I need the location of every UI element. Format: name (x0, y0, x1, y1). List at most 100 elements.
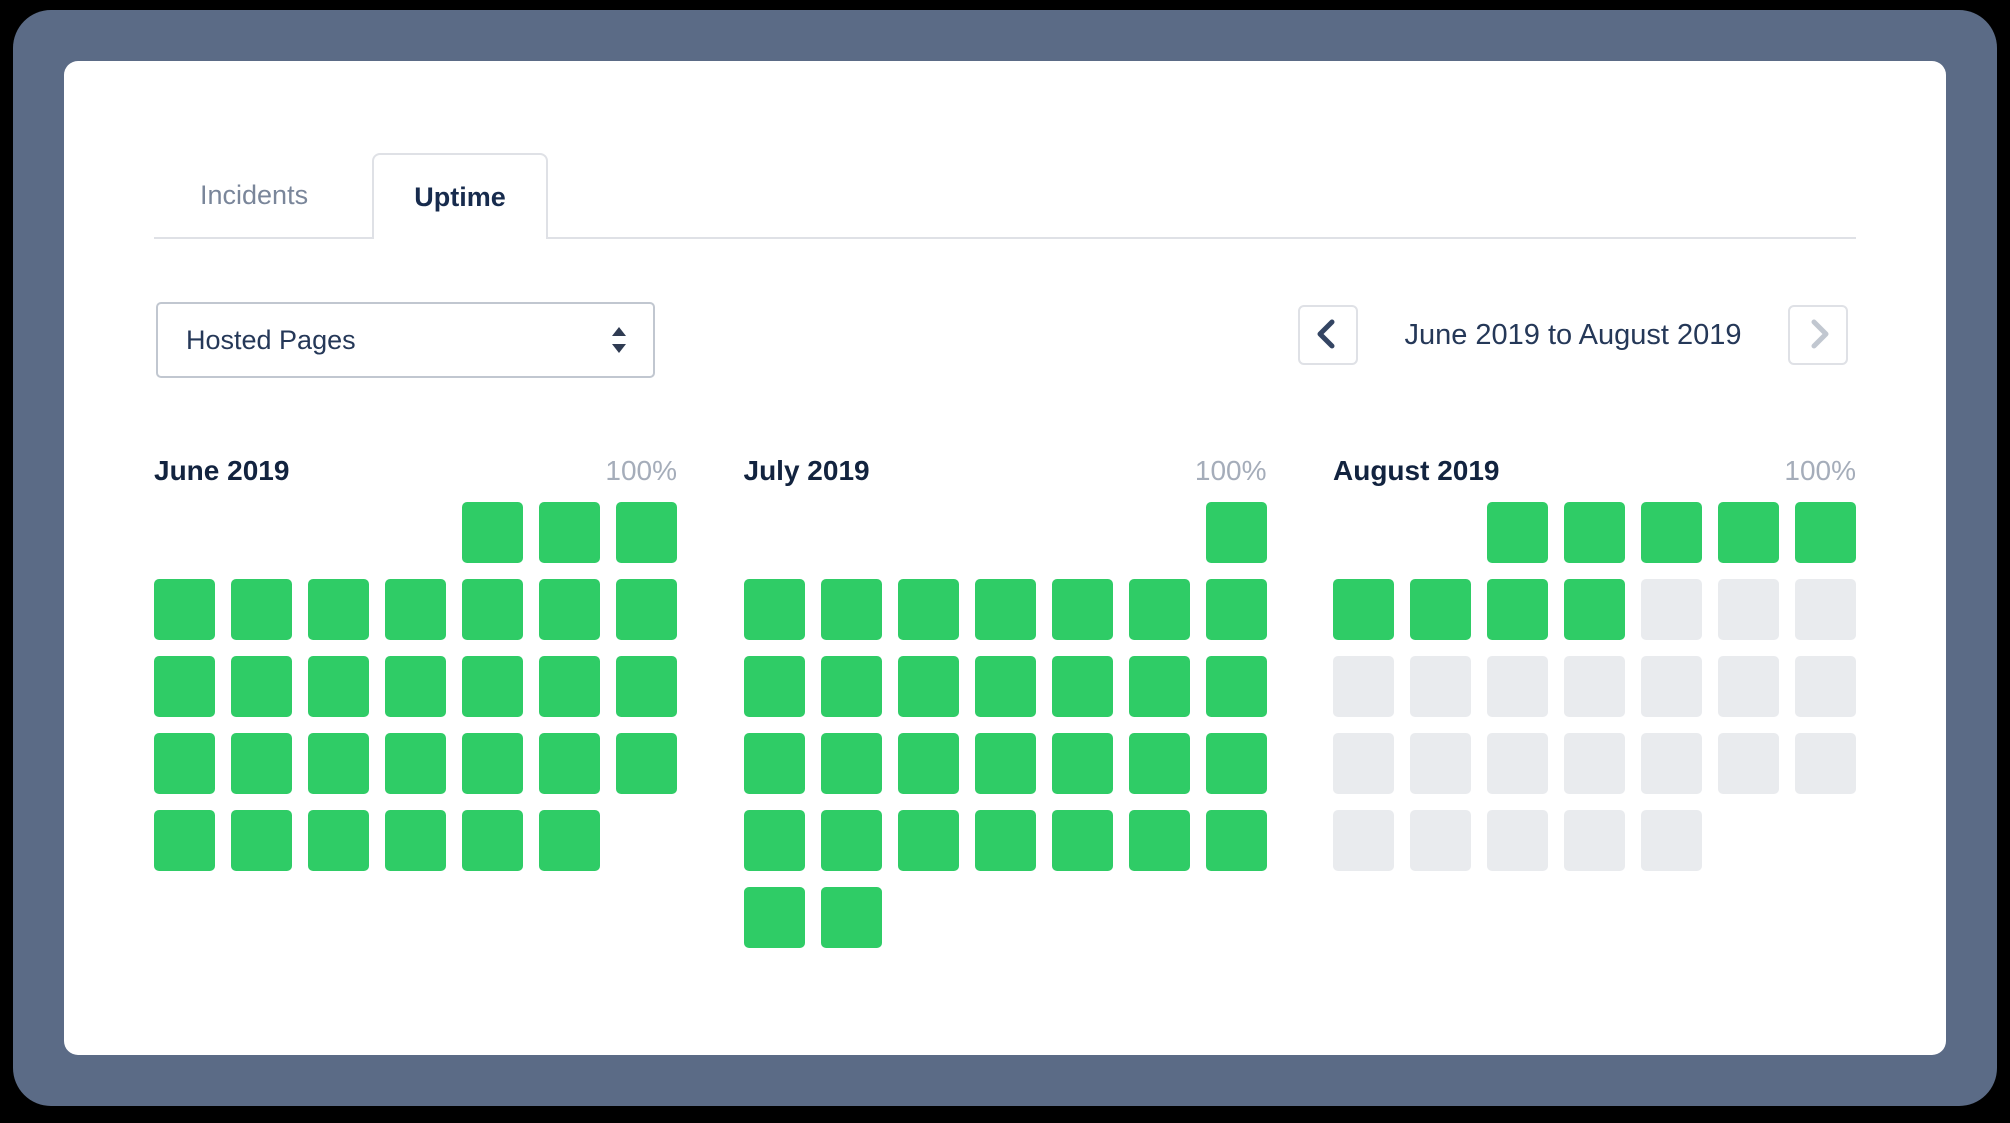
future-day-cell[interactable] (1795, 579, 1856, 640)
uptime-day-cell[interactable] (539, 579, 600, 640)
uptime-day-cell[interactable] (462, 579, 523, 640)
empty-day-cell (898, 887, 959, 948)
uptime-day-cell[interactable] (1128, 733, 1190, 794)
uptime-day-cell[interactable] (1051, 656, 1113, 717)
uptime-day-cell[interactable] (897, 656, 959, 717)
future-day-cell[interactable] (1487, 733, 1548, 794)
future-day-cell[interactable] (1487, 810, 1548, 871)
uptime-day-cell[interactable] (539, 502, 600, 563)
uptime-day-cell[interactable] (1564, 502, 1625, 563)
future-day-cell[interactable] (1641, 656, 1702, 717)
uptime-day-cell[interactable] (616, 502, 677, 563)
future-day-cell[interactable] (1641, 733, 1702, 794)
uptime-day-cell[interactable] (897, 733, 959, 794)
future-day-cell[interactable] (1564, 733, 1625, 794)
uptime-day-cell[interactable] (308, 733, 369, 794)
uptime-day-cell[interactable] (1205, 733, 1267, 794)
future-day-cell[interactable] (1641, 810, 1702, 871)
uptime-day-cell[interactable] (1205, 579, 1267, 640)
uptime-day-cell[interactable] (154, 810, 215, 871)
uptime-day-cell[interactable] (1333, 579, 1394, 640)
future-day-cell[interactable] (1795, 733, 1856, 794)
uptime-day-cell[interactable] (616, 656, 677, 717)
uptime-day-cell[interactable] (743, 656, 805, 717)
uptime-day-cell[interactable] (1795, 502, 1856, 563)
uptime-day-cell[interactable] (820, 579, 882, 640)
uptime-day-cell[interactable] (1051, 810, 1113, 871)
uptime-day-cell[interactable] (462, 733, 523, 794)
uptime-day-cell[interactable] (974, 656, 1036, 717)
future-day-cell[interactable] (1795, 656, 1856, 717)
empty-day-cell (975, 502, 1036, 563)
uptime-day-cell[interactable] (1718, 502, 1779, 563)
future-day-cell[interactable] (1333, 733, 1394, 794)
uptime-day-cell[interactable] (385, 579, 446, 640)
uptime-day-cell[interactable] (974, 733, 1036, 794)
uptime-day-cell[interactable] (154, 579, 215, 640)
uptime-day-cell[interactable] (820, 810, 882, 871)
uptime-day-cell[interactable] (1487, 502, 1548, 563)
uptime-day-cell[interactable] (462, 502, 523, 563)
month-uptime-percent: 100% (605, 455, 677, 486)
uptime-day-cell[interactable] (1410, 579, 1471, 640)
uptime-day-cell[interactable] (308, 656, 369, 717)
uptime-day-cell[interactable] (820, 733, 882, 794)
next-range-button[interactable] (1788, 305, 1848, 365)
uptime-day-cell[interactable] (1205, 502, 1267, 563)
future-day-cell[interactable] (1487, 656, 1548, 717)
uptime-day-cell[interactable] (231, 656, 292, 717)
future-day-cell[interactable] (1333, 810, 1394, 871)
uptime-day-cell[interactable] (1128, 656, 1190, 717)
future-day-cell[interactable] (1333, 656, 1394, 717)
page-filter-select[interactable]: Hosted Pages (156, 302, 655, 378)
future-day-cell[interactable] (1718, 733, 1779, 794)
uptime-day-cell[interactable] (1128, 579, 1190, 640)
future-day-cell[interactable] (1564, 656, 1625, 717)
uptime-day-cell[interactable] (1641, 502, 1702, 563)
uptime-day-cell[interactable] (1128, 810, 1190, 871)
tab-incidents[interactable]: Incidents (174, 153, 334, 237)
future-day-cell[interactable] (1718, 579, 1779, 640)
uptime-day-cell[interactable] (539, 810, 600, 871)
uptime-day-cell[interactable] (539, 656, 600, 717)
future-day-cell[interactable] (1641, 579, 1702, 640)
uptime-day-cell[interactable] (974, 810, 1036, 871)
future-day-cell[interactable] (1410, 810, 1471, 871)
uptime-day-cell[interactable] (616, 579, 677, 640)
uptime-day-cell[interactable] (820, 887, 882, 948)
uptime-day-cell[interactable] (743, 733, 805, 794)
uptime-day-cell[interactable] (462, 656, 523, 717)
uptime-day-cell[interactable] (308, 810, 369, 871)
future-day-cell[interactable] (1564, 810, 1625, 871)
uptime-day-cell[interactable] (385, 733, 446, 794)
uptime-day-cell[interactable] (231, 810, 292, 871)
uptime-day-cell[interactable] (743, 810, 805, 871)
uptime-day-cell[interactable] (231, 579, 292, 640)
uptime-day-cell[interactable] (897, 810, 959, 871)
uptime-day-cell[interactable] (385, 656, 446, 717)
uptime-day-cell[interactable] (1487, 579, 1548, 640)
uptime-day-cell[interactable] (462, 810, 523, 871)
prev-range-button[interactable] (1298, 305, 1358, 365)
future-day-cell[interactable] (1410, 656, 1471, 717)
uptime-day-cell[interactable] (1205, 810, 1267, 871)
uptime-day-cell[interactable] (231, 733, 292, 794)
uptime-day-cell[interactable] (308, 579, 369, 640)
uptime-day-cell[interactable] (385, 810, 446, 871)
uptime-day-cell[interactable] (539, 733, 600, 794)
uptime-day-cell[interactable] (743, 579, 805, 640)
uptime-day-cell[interactable] (154, 733, 215, 794)
uptime-day-cell[interactable] (974, 579, 1036, 640)
uptime-day-cell[interactable] (820, 656, 882, 717)
uptime-day-cell[interactable] (897, 579, 959, 640)
uptime-day-cell[interactable] (1205, 656, 1267, 717)
future-day-cell[interactable] (1718, 656, 1779, 717)
uptime-day-cell[interactable] (743, 887, 805, 948)
future-day-cell[interactable] (1410, 733, 1471, 794)
tab-uptime[interactable]: Uptime (372, 153, 548, 239)
uptime-day-cell[interactable] (1051, 733, 1113, 794)
uptime-day-cell[interactable] (1051, 579, 1113, 640)
uptime-day-cell[interactable] (1564, 579, 1625, 640)
uptime-day-cell[interactable] (616, 733, 677, 794)
uptime-day-cell[interactable] (154, 656, 215, 717)
